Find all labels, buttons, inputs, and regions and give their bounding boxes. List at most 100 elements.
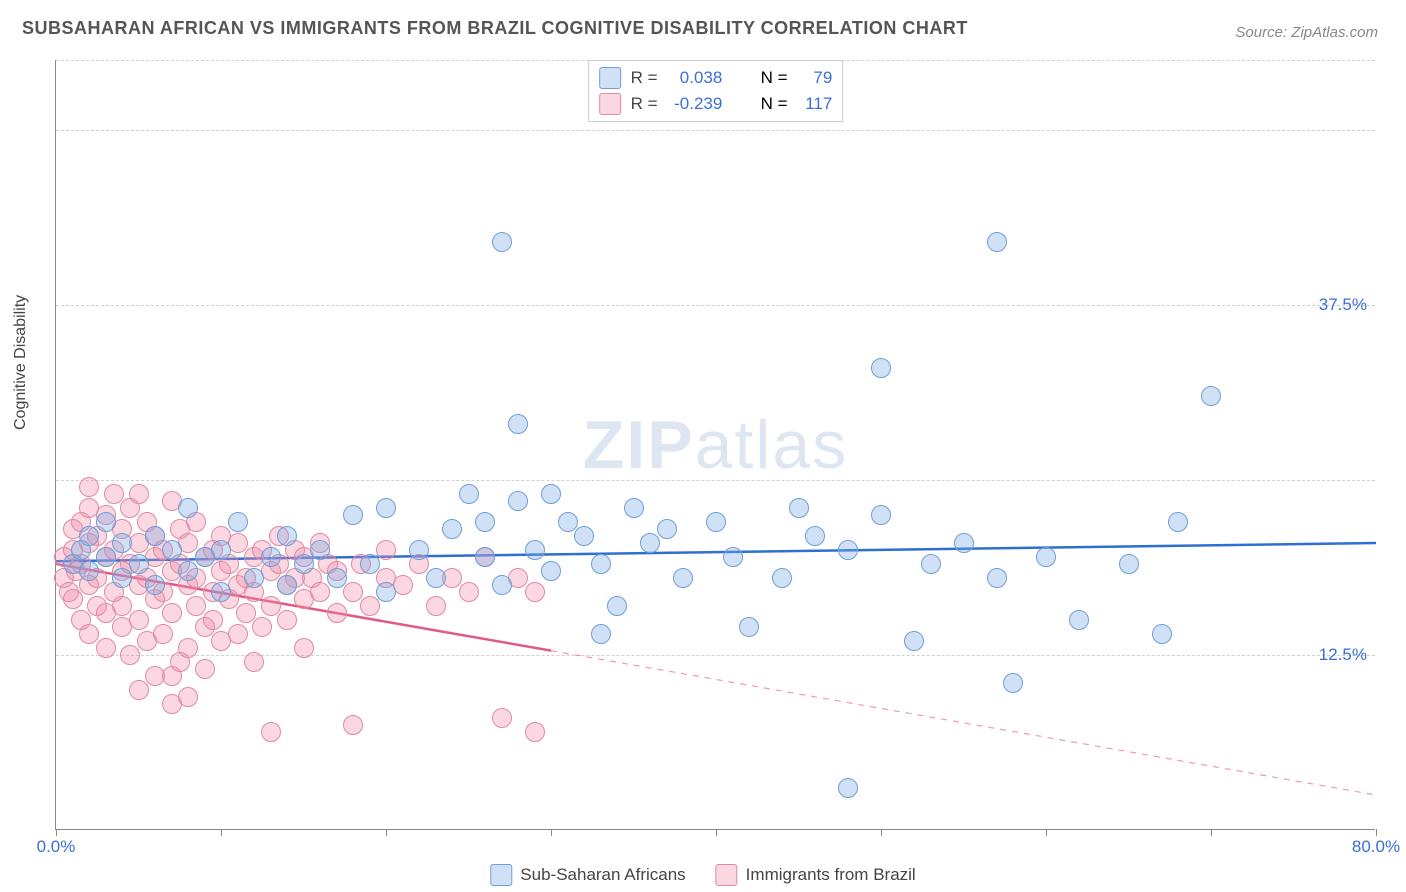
scatter-point-b [120,645,140,665]
scatter-point-a [739,617,759,637]
scatter-point-b [79,477,99,497]
scatter-point-a [79,561,99,581]
scatter-point-a [277,526,297,546]
scatter-point-b [79,624,99,644]
scatter-point-a [591,554,611,574]
scatter-point-b [203,610,223,630]
scatter-point-a [294,554,314,574]
scatter-point-a [673,568,693,588]
scatter-point-a [574,526,594,546]
stats-row-series-b: R = -0.239 N = 117 [599,91,833,117]
source-citation: Source: ZipAtlas.com [1235,24,1378,41]
scatter-plot-area: ZIPatlas R = 0.038 N = 79 R = -0.239 N =… [55,60,1375,830]
scatter-point-a [162,540,182,560]
x-tick-mark [1046,829,1047,836]
scatter-point-a [145,575,165,595]
legend-item-b: Immigrants from Brazil [716,864,916,886]
scatter-point-a [96,547,116,567]
scatter-point-b [252,617,272,637]
n-stat-a: N = 79 [761,68,833,88]
scatter-point-a [244,568,264,588]
series-legend: Sub-Saharan Africans Immigrants from Bra… [490,864,915,886]
x-tick-mark [1376,829,1377,836]
scatter-point-a [261,547,281,567]
scatter-point-a [211,582,231,602]
scatter-point-b [195,659,215,679]
scatter-point-b [525,722,545,742]
chart-title: SUBSAHARAN AFRICAN VS IMMIGRANTS FROM BR… [22,18,968,39]
scatter-point-a [921,554,941,574]
scatter-point-b [129,680,149,700]
swatch-series-b [599,93,621,115]
scatter-point-b [327,603,347,623]
scatter-point-b [360,596,380,616]
scatter-point-b [492,708,512,728]
scatter-point-a [558,512,578,532]
watermark-rest: atlas [695,407,849,483]
scatter-point-a [178,561,198,581]
scatter-point-a [1036,547,1056,567]
scatter-point-b [294,638,314,658]
scatter-point-a [145,526,165,546]
x-tick-mark [1211,829,1212,836]
y-tick-label: 12.5% [1319,645,1367,665]
x-tick-mark [386,829,387,836]
swatch-series-b [716,864,738,886]
x-tick-label: 80.0% [1352,837,1400,857]
scatter-point-a [112,533,132,553]
scatter-point-a [426,568,446,588]
scatter-point-a [871,358,891,378]
scatter-point-a [871,505,891,525]
scatter-point-a [508,491,528,511]
scatter-point-b [104,484,124,504]
scatter-point-b [376,540,396,560]
scatter-point-a [607,596,627,616]
scatter-point-b [129,610,149,630]
scatter-point-b [162,666,182,686]
scatter-point-b [525,582,545,602]
x-tick-mark [551,829,552,836]
scatter-point-b [343,715,363,735]
scatter-point-a [79,526,99,546]
scatter-point-a [838,540,858,560]
watermark: ZIPatlas [583,406,848,484]
scatter-point-a [1201,386,1221,406]
y-tick-label: 37.5% [1319,295,1367,315]
scatter-point-a [376,582,396,602]
scatter-point-b [310,582,330,602]
scatter-point-b [277,610,297,630]
scatter-point-a [789,498,809,518]
scatter-point-a [492,575,512,595]
scatter-point-a [1003,673,1023,693]
scatter-point-b [63,589,83,609]
scatter-point-a [475,547,495,567]
scatter-point-b [343,582,363,602]
scatter-point-a [541,561,561,581]
scatter-point-b [162,603,182,623]
scatter-point-a [409,540,429,560]
n-label: N = [761,94,793,113]
scatter-point-a [327,568,347,588]
scatter-point-b [178,638,198,658]
scatter-point-b [244,652,264,672]
scatter-point-b [261,722,281,742]
scatter-point-b [129,484,149,504]
x-tick-mark [881,829,882,836]
x-tick-mark [56,829,57,836]
scatter-point-a [591,624,611,644]
stats-row-series-a: R = 0.038 N = 79 [599,65,833,91]
swatch-series-a [599,67,621,89]
scatter-point-a [657,519,677,539]
scatter-point-a [1168,512,1188,532]
scatter-point-a [904,631,924,651]
scatter-point-b [459,582,479,602]
source-value: ZipAtlas.com [1291,24,1378,41]
watermark-bold: ZIP [583,407,695,483]
scatter-point-a [310,540,330,560]
scatter-point-a [129,554,149,574]
scatter-point-a [442,519,462,539]
scatter-point-b [96,638,116,658]
legend-item-a: Sub-Saharan Africans [490,864,685,886]
scatter-point-a [525,540,545,560]
scatter-point-a [228,512,248,532]
